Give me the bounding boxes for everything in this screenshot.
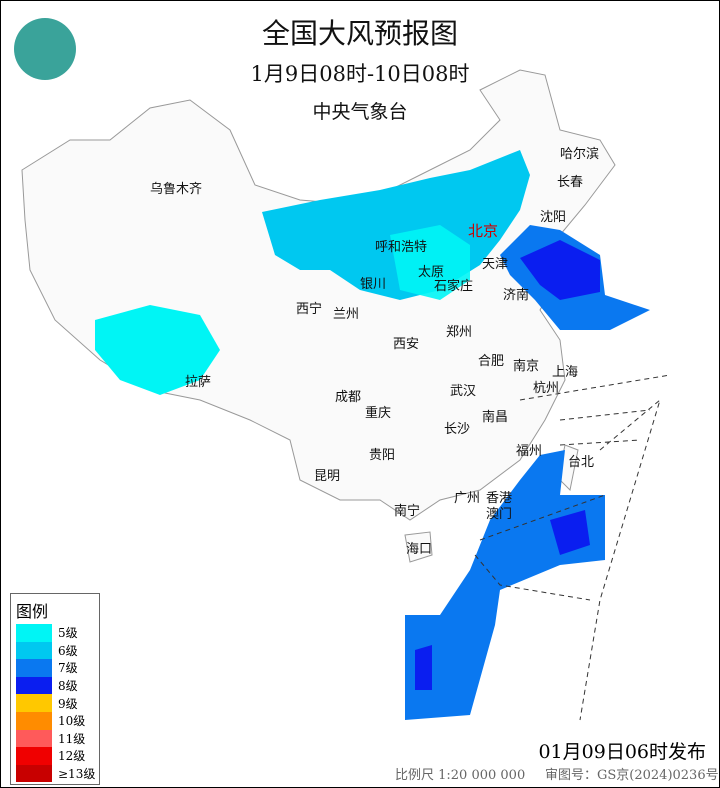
legend-label: 5级 [58, 626, 78, 641]
legend-swatch [16, 747, 52, 765]
legend-item: ≥13级 [11, 764, 99, 783]
city-label: 贵阳 [369, 448, 396, 463]
legend-item: 9级 [11, 694, 99, 712]
legend-label: 9级 [58, 696, 78, 711]
legend-label: 10级 [58, 714, 86, 729]
wind-level-8-bohai [520, 240, 600, 300]
cma-logo [14, 18, 76, 80]
city-label: 南昌 [482, 410, 509, 425]
city-label: 济南 [503, 288, 530, 303]
city-label: 香港 [486, 491, 513, 506]
legend-item: 12级 [11, 747, 99, 765]
city-label: 台北 [568, 455, 595, 470]
legend-item: 5级 [11, 624, 99, 642]
city-label: 澳门 [486, 507, 513, 522]
city-label: 昆明 [314, 469, 341, 484]
forecast-period: 1月9日08时-10日08时 [250, 62, 470, 86]
legend-label: ≥13级 [58, 767, 96, 782]
legend-swatch [16, 676, 52, 695]
city-label: 太原 [418, 265, 445, 280]
legend-swatch [16, 641, 52, 660]
legend-swatch [16, 624, 52, 642]
legend-label: 6级 [58, 643, 78, 658]
legend-title: 图例 [16, 602, 49, 621]
city-label: 海口 [406, 542, 433, 557]
legend-item: 11级 [11, 729, 99, 748]
legend-item: 6级 [11, 641, 99, 660]
legend: 图例 5级 6级 7级 8级 9级 10级 11级 12级 ≥13级 [10, 593, 100, 785]
city-label: 上海 [552, 365, 579, 380]
issuer: 中央气象台 [312, 101, 408, 123]
legend-label: 7级 [58, 661, 78, 676]
legend-swatch [16, 659, 52, 677]
city-label: 西安 [393, 337, 420, 352]
city-label: 成都 [335, 390, 362, 405]
city-label: 杭州 [533, 381, 560, 396]
city-label: 长春 [557, 175, 584, 190]
legend-swatch [16, 729, 52, 748]
city-label: 郑州 [446, 325, 473, 340]
wind-level-6-tibet [95, 305, 220, 395]
legend-item: 7级 [11, 659, 99, 677]
city-label: 重庆 [365, 406, 392, 421]
city-label: 合肥 [478, 354, 505, 369]
city-label: 福州 [516, 444, 543, 459]
city-label: 北京 [468, 222, 499, 240]
city-label: 石家庄 [434, 279, 474, 294]
issue-time: 01月09日06时发布 [538, 741, 706, 763]
review-number: 审图号：GS京(2024)0236号 [545, 768, 719, 783]
legend-item: 8级 [11, 676, 99, 695]
wind-level-5-north [390, 225, 470, 300]
wind-level-7-south-sea [405, 450, 605, 720]
sea-boundary [474, 374, 671, 721]
city-label: 哈尔滨 [560, 147, 600, 162]
legend-swatch [16, 694, 52, 712]
city-label: 拉萨 [185, 375, 212, 390]
wind-level-8-gulf [415, 645, 432, 690]
legend-item: 10级 [11, 711, 99, 730]
city-label: 沈阳 [540, 210, 567, 225]
legend-label: 12级 [58, 749, 86, 764]
city-label: 长沙 [444, 422, 471, 437]
city-label: 乌鲁木齐 [150, 182, 203, 197]
city-label: 兰州 [333, 307, 360, 322]
city-label: 广州 [454, 491, 481, 506]
legend-swatch [16, 764, 52, 783]
city-label: 呼和浩特 [375, 240, 428, 255]
legend-swatch [16, 711, 52, 730]
map-scale: 比例尺 1:20 000 000 [395, 768, 526, 783]
legend-label: 8级 [58, 679, 78, 694]
city-label: 西宁 [296, 302, 323, 317]
legend-label: 11级 [58, 731, 86, 746]
city-label: 银川 [360, 277, 387, 292]
wind-level-8-south-sea [550, 510, 590, 555]
city-label: 武汉 [450, 384, 477, 399]
city-label: 南宁 [394, 504, 421, 519]
city-label: 南京 [513, 359, 540, 374]
hainan-island [404, 531, 433, 563]
map-title: 全国大风预报图 [261, 17, 458, 50]
city-label: 天津 [482, 257, 509, 272]
